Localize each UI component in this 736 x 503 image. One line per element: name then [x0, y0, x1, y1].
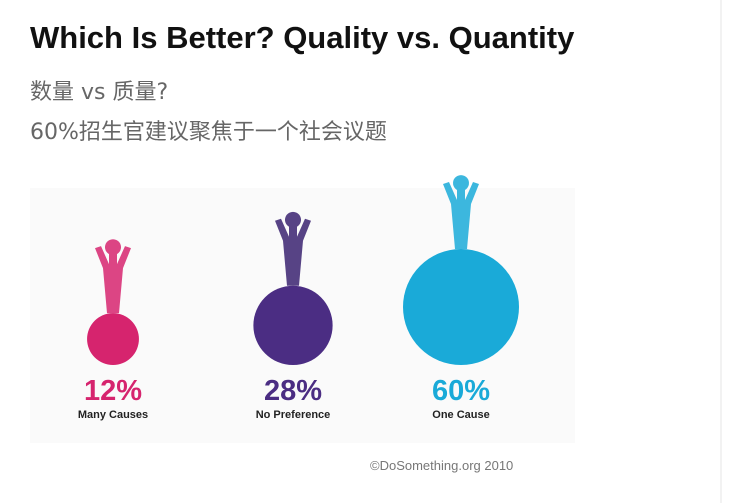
bubble	[253, 285, 333, 365]
source: ©DoSomething.org 2010	[370, 458, 513, 473]
bubble	[403, 249, 519, 365]
annotation: 60%招生官建议聚焦于一个社会议题	[30, 120, 387, 145]
value-label: 12%	[84, 375, 142, 407]
value-label: 28%	[264, 375, 322, 407]
value-label: 60%	[432, 375, 490, 407]
figure	[443, 175, 479, 249]
category-label: No Preference	[256, 409, 331, 421]
figure	[95, 239, 131, 314]
figure	[275, 211, 311, 286]
subtitle: 数量 vs 质量?	[30, 80, 168, 105]
category-label: One Cause	[432, 409, 489, 421]
chart-title: Which Is Better? Quality vs. Quantity	[30, 20, 575, 55]
bubble	[87, 313, 139, 365]
category-label: Many Causes	[78, 409, 148, 421]
